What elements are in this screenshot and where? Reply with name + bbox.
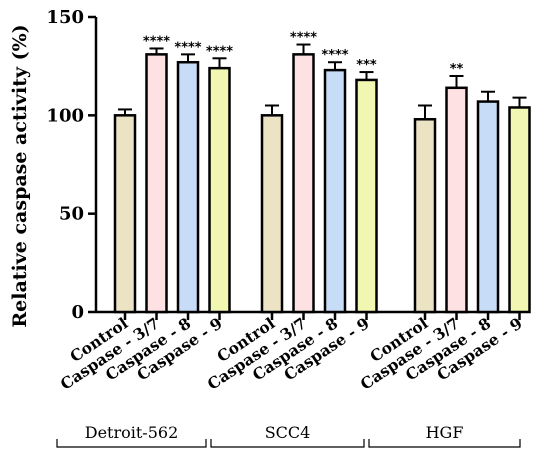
significance-label: **** <box>321 48 348 63</box>
group-label: SCC4 <box>265 423 311 442</box>
y-tick-label: 150 <box>46 7 84 28</box>
bar <box>476 100 500 314</box>
bars: **** **** *************** ** <box>113 31 531 314</box>
bar <box>208 66 231 314</box>
bar <box>113 114 137 314</box>
bar <box>323 68 347 314</box>
bar <box>145 53 168 314</box>
significance-label: ** <box>450 62 464 77</box>
y-tick-label: 100 <box>46 105 84 126</box>
significance-label: **** <box>143 34 170 49</box>
y-tick-label: 50 <box>59 204 84 225</box>
bar <box>292 53 315 314</box>
bar <box>355 78 378 314</box>
group-label: Detroit-562 <box>85 423 179 442</box>
bar <box>176 60 200 314</box>
bar <box>445 86 468 314</box>
significance-label: **** <box>174 40 201 55</box>
group-bracket <box>210 439 365 448</box>
y-axis-label: Relative caspase activity (%) <box>9 24 31 327</box>
group-label: HGF <box>426 423 464 442</box>
significance-label: **** <box>206 44 233 59</box>
significance-label: *** <box>356 58 377 73</box>
significance-label: **** <box>290 31 317 46</box>
bar <box>260 114 284 314</box>
group-bracket <box>368 439 521 448</box>
group-bracket <box>56 439 207 448</box>
bar <box>508 106 531 314</box>
y-tick-label: 0 <box>71 302 84 323</box>
bar <box>413 118 437 314</box>
